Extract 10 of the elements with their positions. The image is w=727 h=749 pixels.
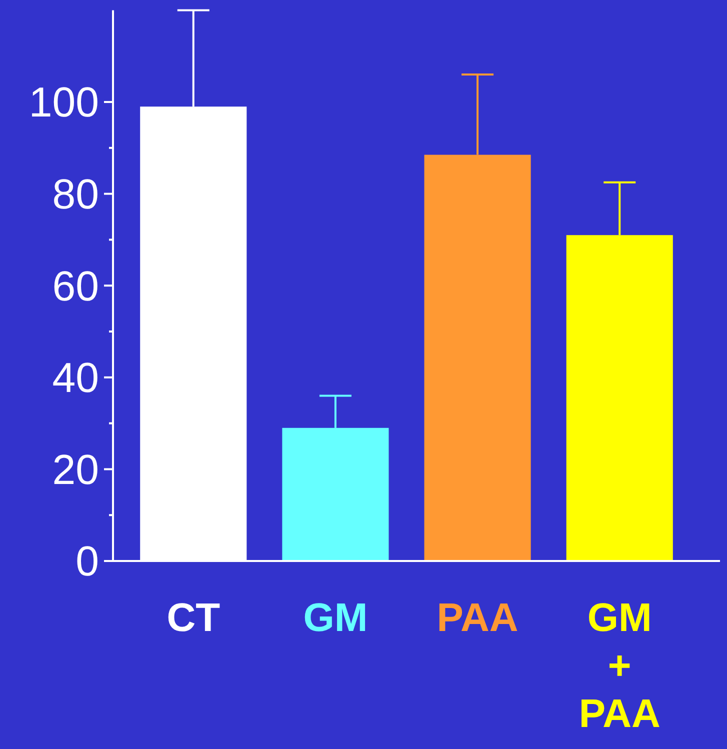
y-tick-label: 0 (76, 538, 99, 585)
y-tick-label: 20 (52, 446, 99, 493)
y-tick-label: 60 (52, 262, 99, 310)
y-tick-label: 100 (28, 78, 99, 126)
y-tick-label: 40 (52, 354, 99, 402)
x-tick-label: CT (166, 596, 220, 640)
y-tick-label: 80 (52, 170, 99, 218)
x-tick-label: GM + PAA (578, 596, 660, 736)
x-tick-label: PAA (436, 596, 518, 640)
x-tick-label: GM (303, 596, 368, 640)
